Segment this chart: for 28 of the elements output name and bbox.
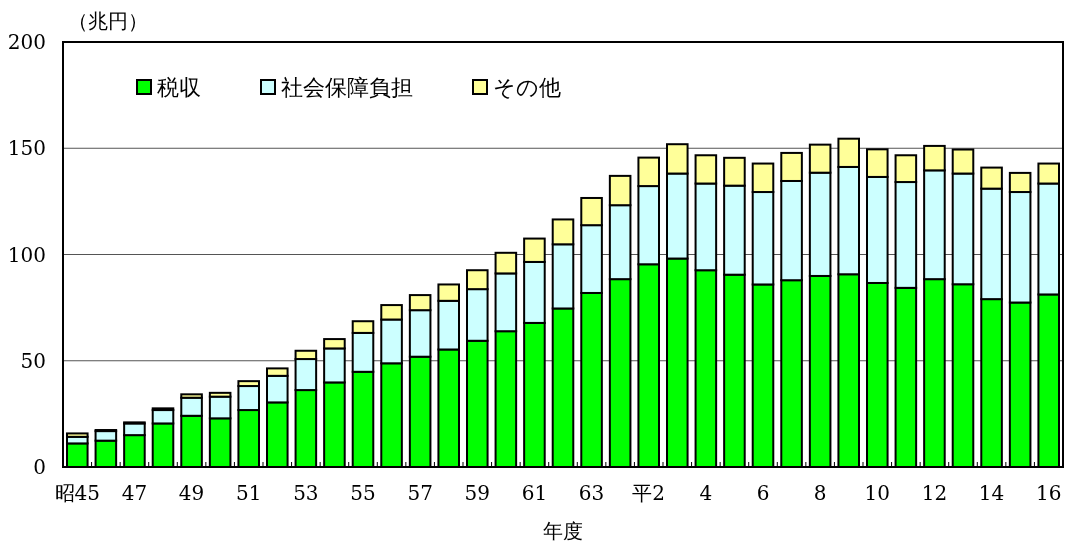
x-tick-label: 6 [756, 481, 770, 505]
legend-label: 社会保障負担 [281, 75, 413, 100]
x-tick-label: 63 [578, 481, 605, 505]
x-tick-label: 55 [350, 481, 376, 505]
x-tick-label: 14 [978, 481, 1005, 505]
y-tick-label: 50 [20, 348, 46, 373]
legend-label: その他 [493, 75, 561, 100]
y-tick-label: 200 [7, 30, 46, 54]
y-tick-label: 150 [7, 136, 46, 161]
y-axis-title: （兆円） [68, 9, 148, 33]
x-tick-label: 59 [464, 481, 491, 505]
x-tick-label: 47 [121, 481, 148, 505]
x-tick-label: 61 [521, 481, 548, 505]
y-tick-label: 100 [7, 242, 46, 267]
legend-label: 税収 [157, 75, 201, 100]
x-axis-title: 年度 [543, 519, 583, 543]
x-tick-label: 10 [864, 481, 891, 505]
x-tick-label: 16 [1035, 481, 1062, 505]
x-tick-label: 8 [813, 481, 827, 505]
x-tick-label: 12 [921, 481, 948, 505]
x-tick-label: 4 [699, 481, 713, 505]
x-tick-label: 57 [407, 481, 433, 505]
x-tick-label: 51 [235, 481, 262, 505]
x-tick-label: 昭45 [54, 481, 101, 505]
x-tick-label: 49 [178, 481, 205, 505]
y-tick-label: 0 [33, 455, 46, 479]
x-tick-label: 平2 [632, 481, 666, 505]
x-tick-label: 53 [293, 481, 319, 505]
